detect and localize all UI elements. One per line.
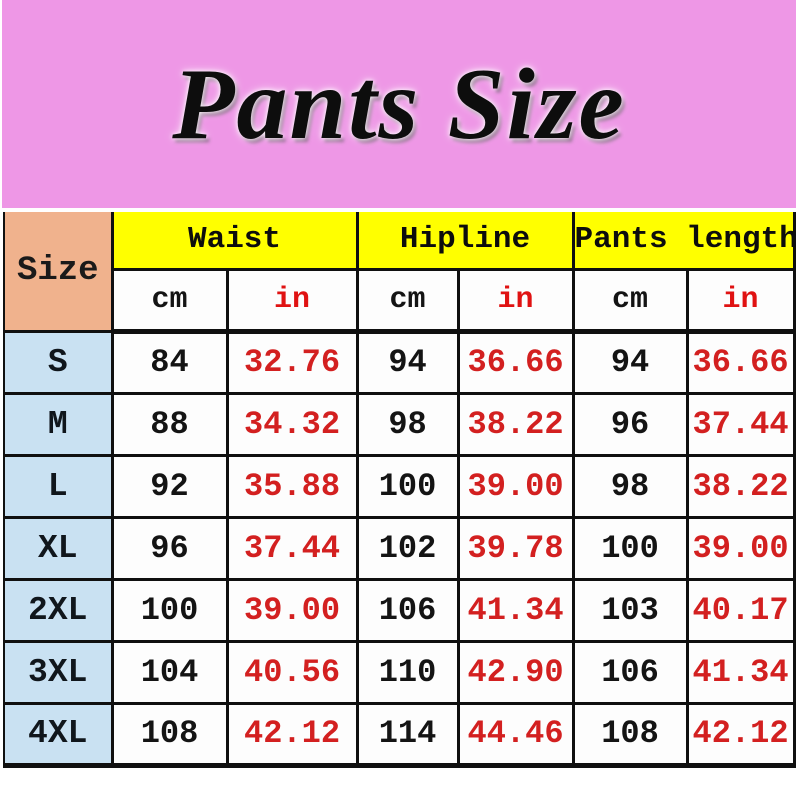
pants-length-cm-value: 103 bbox=[571, 577, 689, 643]
pants-length-in-value: 40.17 bbox=[685, 577, 796, 643]
waist-cm-value: 84 bbox=[110, 329, 229, 395]
pants-length-cm-value: 98 bbox=[571, 453, 689, 519]
waist-cm-value: 92 bbox=[110, 453, 229, 519]
table-row-3xl: 3XL 104 40.56 110 42.90 106 41.34 bbox=[3, 639, 796, 705]
waist-in-value: 40.56 bbox=[225, 639, 359, 705]
pants-length-cm-unit: cm bbox=[571, 267, 689, 334]
hipline-cm-unit: cm bbox=[355, 267, 460, 334]
waist-in-value: 32.76 bbox=[225, 329, 359, 395]
table-row-2xl: 2XL 100 39.00 106 41.34 103 40.17 bbox=[3, 577, 796, 643]
pants-length-in-unit: in bbox=[685, 267, 796, 334]
size-label: XL bbox=[3, 515, 114, 581]
pants-length-in-value: 37.44 bbox=[685, 391, 796, 457]
pants-size-table: Size Waist Hipline Pants length cm in cm… bbox=[3, 212, 796, 768]
hipline-in-value: 39.78 bbox=[456, 515, 575, 581]
hipline-in-value: 36.66 bbox=[456, 329, 575, 395]
waist-in-value: 35.88 bbox=[225, 453, 359, 519]
waist-cm-value: 104 bbox=[110, 639, 229, 705]
size-label: S bbox=[3, 329, 114, 395]
pants-length-cm-value: 100 bbox=[571, 515, 689, 581]
waist-cm-value: 88 bbox=[110, 391, 229, 457]
table-row-4xl: 4XL 108 42.12 114 44.46 108 42.12 bbox=[3, 701, 796, 768]
hipline-cm-value: 100 bbox=[355, 453, 460, 519]
hipline-in-value: 39.00 bbox=[456, 453, 575, 519]
waist-in-unit: in bbox=[225, 267, 359, 334]
waist-cm-value: 108 bbox=[110, 701, 229, 768]
hipline-group-header: Hipline bbox=[355, 212, 575, 271]
hipline-cm-value: 106 bbox=[355, 577, 460, 643]
hipline-in-value: 44.46 bbox=[456, 701, 575, 768]
hipline-in-value: 38.22 bbox=[456, 391, 575, 457]
hipline-in-value: 42.90 bbox=[456, 639, 575, 705]
waist-cm-value: 96 bbox=[110, 515, 229, 581]
size-label: 2XL bbox=[3, 577, 114, 643]
pants-length-in-value: 39.00 bbox=[685, 515, 796, 581]
table-row-s: S 84 32.76 94 36.66 94 36.66 bbox=[3, 329, 796, 395]
size-label: L bbox=[3, 453, 114, 519]
hipline-cm-value: 102 bbox=[355, 515, 460, 581]
waist-in-value: 39.00 bbox=[225, 577, 359, 643]
pants-length-cm-value: 96 bbox=[571, 391, 689, 457]
table-row-m: M 88 34.32 98 38.22 96 37.44 bbox=[3, 391, 796, 457]
group-header-row: Size Waist Hipline Pants length bbox=[3, 212, 796, 333]
pants-length-group-header: Pants length bbox=[571, 212, 796, 271]
pants-length-cm-value: 108 bbox=[571, 701, 689, 768]
size-label: M bbox=[3, 391, 114, 457]
pants-length-cm-value: 94 bbox=[571, 329, 689, 395]
hipline-cm-value: 110 bbox=[355, 639, 460, 705]
waist-cm-value: 100 bbox=[110, 577, 229, 643]
hipline-in-unit: in bbox=[456, 267, 575, 334]
size-label: 4XL bbox=[3, 701, 114, 768]
page-title: Pants Size bbox=[172, 47, 626, 161]
pants-length-in-value: 42.12 bbox=[685, 701, 796, 768]
pants-length-in-value: 36.66 bbox=[685, 329, 796, 395]
hipline-cm-value: 98 bbox=[355, 391, 460, 457]
hipline-cm-value: 94 bbox=[355, 329, 460, 395]
pants-length-in-value: 41.34 bbox=[685, 639, 796, 705]
waist-in-value: 37.44 bbox=[225, 515, 359, 581]
pants-length-in-value: 38.22 bbox=[685, 453, 796, 519]
corner-size-header: Size bbox=[3, 212, 114, 333]
hipline-in-value: 41.34 bbox=[456, 577, 575, 643]
waist-cm-unit: cm bbox=[111, 267, 229, 334]
table-row-l: L 92 35.88 100 39.00 98 38.22 bbox=[3, 453, 796, 519]
title-banner: Pants Size bbox=[2, 0, 796, 208]
waist-group-header: Waist bbox=[110, 212, 359, 271]
table-row-xl: XL 96 37.44 102 39.78 100 39.00 bbox=[3, 515, 796, 581]
waist-in-value: 42.12 bbox=[225, 701, 359, 768]
unit-header-row: cm in cm in cm in bbox=[4, 267, 796, 334]
waist-in-value: 34.32 bbox=[225, 391, 359, 457]
hipline-cm-value: 114 bbox=[355, 701, 460, 768]
size-label: 3XL bbox=[3, 639, 114, 705]
pants-length-cm-value: 106 bbox=[571, 639, 689, 705]
